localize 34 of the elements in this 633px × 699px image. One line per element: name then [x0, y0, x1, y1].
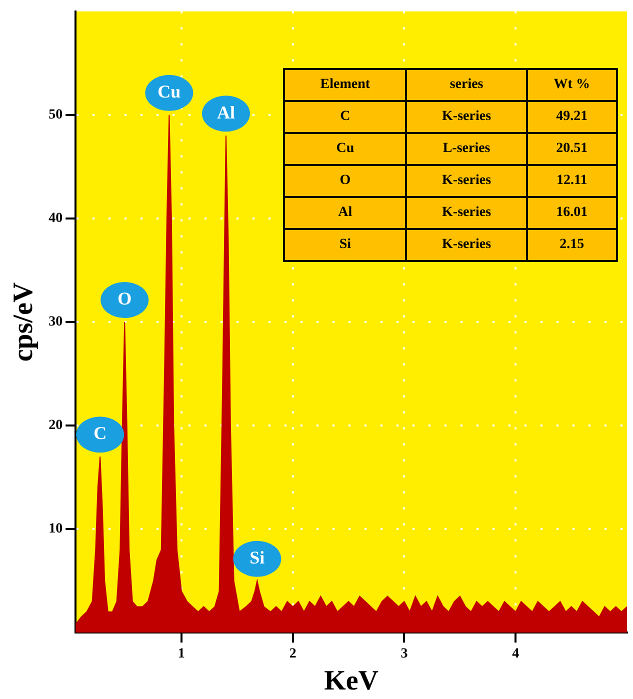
annotation: series: [406, 69, 527, 101]
annotation: Si: [250, 547, 265, 568]
annotation: C: [284, 101, 406, 133]
y-tick-label: 10: [48, 522, 63, 537]
annotation: C: [94, 423, 107, 444]
annotation: O: [284, 165, 406, 197]
x-axis-title: KeV: [324, 665, 379, 696]
annotation: Al: [284, 197, 406, 229]
annotation: Wt %: [526, 69, 617, 101]
y-tick-label: 30: [48, 314, 63, 330]
annotation: K-series: [406, 165, 527, 197]
annotation: 16.01: [526, 197, 617, 229]
x-tick-label: 3: [400, 646, 408, 662]
annotation: K-series: [406, 197, 527, 229]
x-tick-label: 2: [289, 646, 296, 662]
annotation: L-series: [406, 133, 527, 165]
y-tick-label: 40: [48, 211, 63, 226]
annotation: Si: [284, 229, 406, 261]
annotation: K-series: [406, 101, 527, 133]
annotation: 12.11: [526, 165, 617, 197]
annotation: 2.15: [526, 229, 617, 261]
x-tick-label: 4: [512, 646, 520, 662]
annotation: K-series: [406, 229, 527, 261]
annotation: 49.21: [526, 101, 617, 133]
y-tick-label: 50: [48, 108, 63, 123]
annotation: Element: [284, 69, 406, 101]
x-tick-label: 1: [178, 646, 185, 662]
annotation: Cu: [284, 133, 406, 165]
annotation: Al: [216, 102, 235, 122]
annotation: O: [118, 288, 132, 309]
y-tick-label: 20: [48, 418, 63, 434]
y-axis-title: cps/eV: [8, 282, 40, 362]
annotation: 20.51: [526, 133, 617, 165]
annotation: Cu: [158, 82, 181, 102]
